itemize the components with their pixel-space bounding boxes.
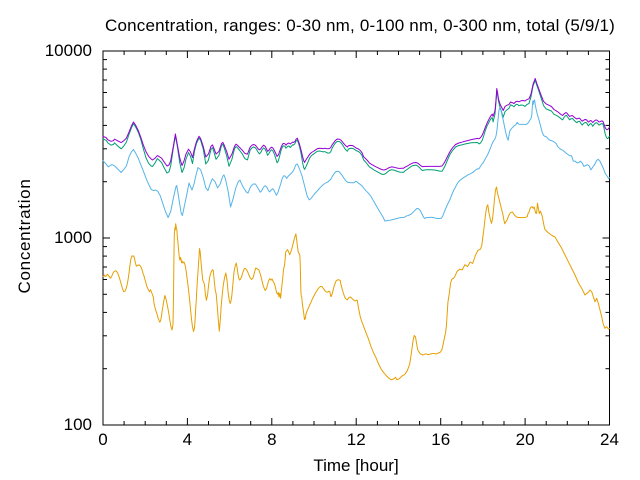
svg-text:8: 8	[267, 430, 276, 449]
svg-text:10000: 10000	[45, 41, 92, 60]
svg-text:1000: 1000	[54, 228, 92, 247]
svg-text:100: 100	[64, 415, 92, 434]
svg-text:4: 4	[183, 430, 192, 449]
svg-text:20: 20	[516, 430, 535, 449]
svg-text:12: 12	[347, 430, 366, 449]
svg-text:0: 0	[98, 430, 107, 449]
svg-text:16: 16	[431, 430, 450, 449]
svg-text:Time [hour]: Time [hour]	[313, 456, 398, 475]
svg-text:24: 24	[600, 430, 619, 449]
svg-text:Concentration: Concentration	[15, 179, 34, 294]
svg-text:Concentration, ranges: 0-30 nm: Concentration, ranges: 0-30 nm, 0-100 nm…	[105, 16, 615, 35]
